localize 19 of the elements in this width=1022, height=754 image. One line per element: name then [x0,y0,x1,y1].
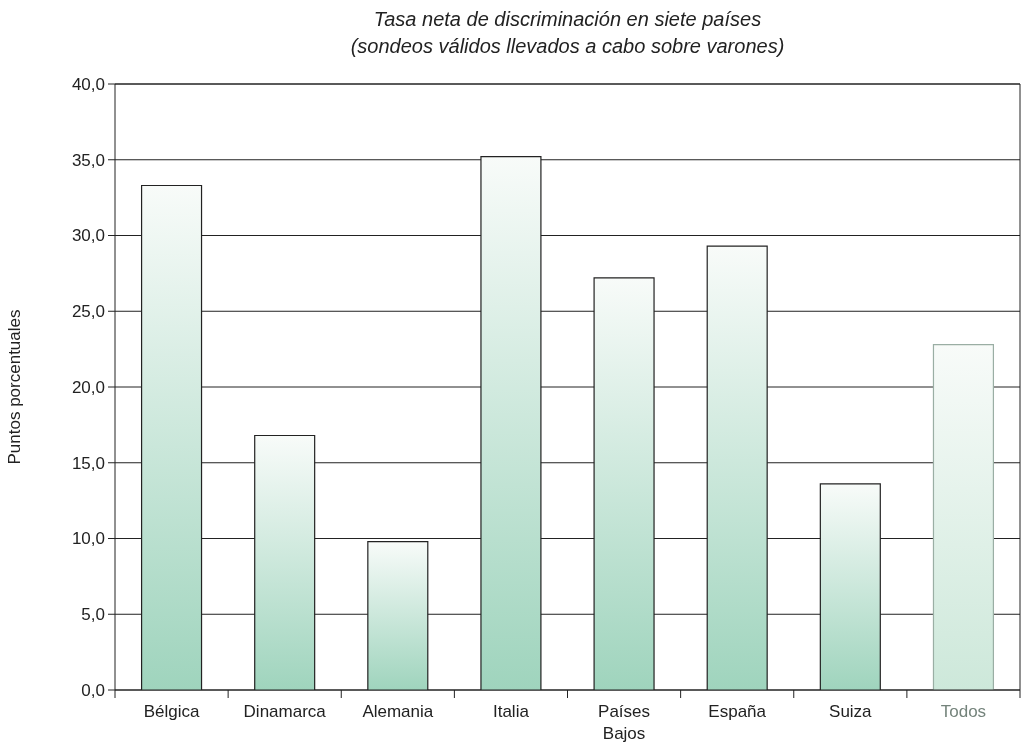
y-axis-title: Puntos porcentuales [5,309,24,465]
x-tick-label: España [708,702,767,721]
x-tick-label: Italia [492,702,530,721]
y-tick-label: 0,0 [81,680,105,700]
y-tick-label: 30,0 [71,226,105,246]
y-tick-label: 25,0 [71,302,105,322]
x-tick-label: Todos [940,702,987,721]
x-tick-label: Suiza [829,702,873,721]
y-tick-label: 35,0 [71,150,105,170]
x-tick-label: Bélgica [143,702,200,721]
x-tick-label: Países Bajos [598,702,651,743]
y-tick-label: 20,0 [71,377,105,397]
chart-title: Tasa neta de discriminación en siete países (sondeos válidos llevados a cabo sobre varones) [350,8,785,57]
y-tick-label: 15,0 [71,453,105,473]
y-tick-label: 40,0 [71,74,105,94]
y-tick-label: 10,0 [71,529,105,549]
x-tick-label: Alemania [362,702,434,721]
y-tick-label: 5,0 [81,605,105,625]
x-tick-label: Dinamarca [243,702,327,721]
